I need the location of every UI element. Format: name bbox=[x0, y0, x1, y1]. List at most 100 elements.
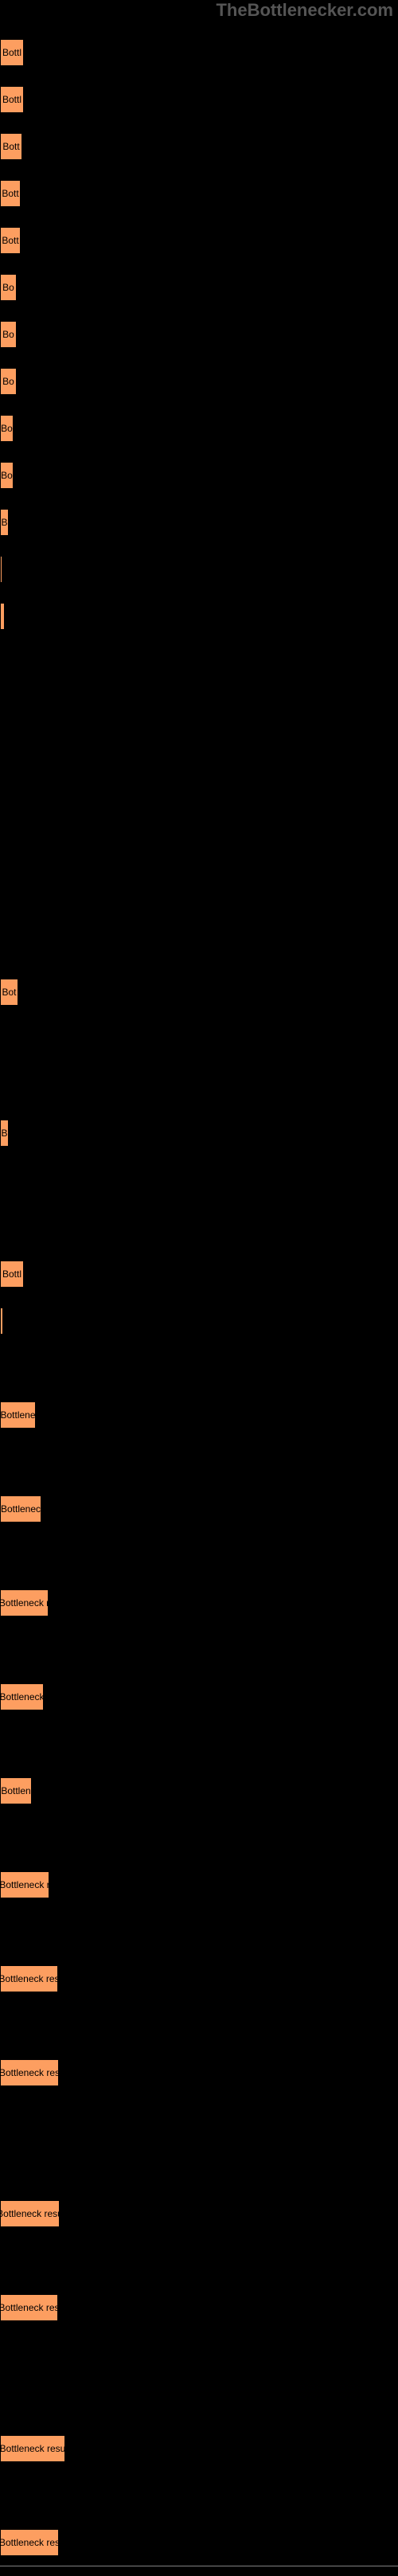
bar-chart: Bottl Bottl Bott Bott Bott Bo Bo Bo Bo Bo B Bot B Bot… bbox=[0, 21, 398, 2576]
chart-row: Bot bbox=[0, 968, 398, 1015]
chart-row bbox=[0, 2378, 398, 2425]
chart-row: Bo bbox=[0, 311, 398, 358]
chart-bar bbox=[0, 603, 5, 630]
bar-label: B bbox=[1, 517, 7, 528]
chart-row bbox=[0, 2237, 398, 2284]
chart-bar: Bottleneck res bbox=[0, 1965, 58, 1992]
chart-bar: Bott bbox=[0, 180, 21, 207]
bar-label: Bo bbox=[2, 282, 14, 293]
chart-bar bbox=[0, 650, 2, 677]
chart-row bbox=[0, 1156, 398, 1203]
chart-row: Bottlene bbox=[0, 1391, 398, 1438]
chart-row: Bottleneck res bbox=[0, 2284, 398, 2331]
chart-row: Bottlen bbox=[0, 1767, 398, 1814]
bar-label: Bottlenec bbox=[1, 1503, 41, 1515]
chart-row: Bo bbox=[0, 405, 398, 451]
chart-row: Bott bbox=[0, 123, 398, 170]
bar-label: Bottleneck r bbox=[0, 1597, 49, 1609]
bar-label: Bottl bbox=[2, 47, 21, 58]
bar-label: Bot bbox=[2, 987, 16, 998]
chart-row bbox=[0, 1015, 398, 1062]
chart-row bbox=[0, 592, 398, 639]
chart-bar: Bottlene bbox=[0, 1401, 36, 1429]
bar-label: Bottl bbox=[2, 1268, 21, 1280]
chart-bar bbox=[0, 932, 2, 959]
chart-row: Bo bbox=[0, 264, 398, 311]
chart-row bbox=[0, 2143, 398, 2190]
chart-row bbox=[0, 780, 398, 827]
chart-row: Bottleneck r bbox=[0, 1861, 398, 1908]
chart-row bbox=[0, 874, 398, 921]
chart-row: Bo bbox=[0, 358, 398, 405]
chart-bar bbox=[0, 1308, 3, 1335]
chart-bar: Bottleneck r bbox=[0, 1871, 49, 1898]
bar-label: Bottleneck bbox=[0, 1691, 44, 1702]
bar-label: Bottleneck res bbox=[0, 2067, 59, 2078]
chart-row: Bottl bbox=[0, 1250, 398, 1297]
bar-label: Bottleneck res bbox=[0, 2537, 59, 2548]
bar-label: Bottleneck resu bbox=[0, 2443, 65, 2454]
chart-row: Bottl bbox=[0, 29, 398, 76]
chart-row: Bottleneck resu bbox=[0, 2425, 398, 2472]
chart-row: Bottlenec bbox=[0, 1485, 398, 1532]
chart-row bbox=[0, 1814, 398, 1861]
chart-bar: Bottleneck resu bbox=[0, 2435, 65, 2462]
chart-row: Bottleneck resu bbox=[0, 2190, 398, 2237]
chart-row: Bottleneck bbox=[0, 1673, 398, 1720]
chart-bar: Bottleneck resu bbox=[0, 2200, 60, 2227]
chart-row bbox=[0, 1203, 398, 1250]
chart-row bbox=[0, 1297, 398, 1344]
chart-bar: Bot bbox=[0, 979, 18, 1006]
chart-bar: Bottl bbox=[0, 1261, 24, 1288]
chart-row bbox=[0, 2331, 398, 2378]
chart-bar: Bottleneck r bbox=[0, 1589, 49, 1616]
chart-bar: Bottlenec bbox=[0, 1495, 41, 1523]
chart-row: Bott bbox=[0, 170, 398, 217]
chart-footer-space bbox=[0, 2566, 398, 2576]
chart-row bbox=[0, 639, 398, 686]
chart-row bbox=[0, 1062, 398, 1109]
bar-label: Bottl bbox=[2, 94, 21, 105]
chart-bar: Bo bbox=[0, 462, 14, 489]
bar-label: Bottleneck resu bbox=[0, 2208, 60, 2219]
bar-label: Bott bbox=[2, 188, 18, 199]
chart-row: B bbox=[0, 498, 398, 545]
chart-row bbox=[0, 2002, 398, 2049]
bar-label: Bo bbox=[1, 470, 13, 481]
chart-row: Bott bbox=[0, 217, 398, 264]
bar-label: Bottleneck res bbox=[0, 1973, 58, 1984]
chart-bar: Bottleneck bbox=[0, 1683, 44, 1710]
chart-bar: Bo bbox=[0, 321, 17, 348]
chart-bar bbox=[0, 556, 2, 583]
chart-bar: B bbox=[0, 509, 9, 536]
bar-label: Bo bbox=[2, 376, 14, 387]
bar-label: B bbox=[1, 1128, 7, 1139]
chart-bar: Bottleneck res bbox=[0, 2059, 59, 2086]
bar-label: Bo bbox=[2, 329, 14, 340]
chart-bar: Bottl bbox=[0, 86, 24, 113]
chart-row bbox=[0, 2472, 398, 2519]
chart-bar: Bo bbox=[0, 415, 14, 442]
chart-row bbox=[0, 1438, 398, 1485]
chart-bar: B bbox=[0, 1120, 9, 1147]
chart-row: Bottleneck res bbox=[0, 2049, 398, 2096]
chart-row bbox=[0, 827, 398, 874]
chart-row: Bo bbox=[0, 451, 398, 498]
chart-row bbox=[0, 545, 398, 592]
chart-bar: Bottleneck res bbox=[0, 2294, 58, 2321]
chart-bar: Bottleneck res bbox=[0, 2529, 59, 2556]
chart-row bbox=[0, 921, 398, 968]
bar-label: Bott bbox=[2, 141, 19, 152]
chart-row: Bottleneck res bbox=[0, 2519, 398, 2566]
chart-row: Bottl bbox=[0, 76, 398, 123]
bar-label: Bottleneck res bbox=[0, 2302, 58, 2313]
chart-bar: Bo bbox=[0, 274, 17, 301]
chart-row: B bbox=[0, 1109, 398, 1156]
chart-row: Bottleneck r bbox=[0, 1579, 398, 1626]
bar-label: Bottlen bbox=[1, 1785, 30, 1796]
chart-row bbox=[0, 1908, 398, 1955]
bar-label: Bott bbox=[2, 235, 18, 246]
bar-label: Bottleneck r bbox=[0, 1879, 49, 1890]
bar-label: Bottlene bbox=[0, 1409, 35, 1421]
chart-bar: Bott bbox=[0, 133, 22, 160]
